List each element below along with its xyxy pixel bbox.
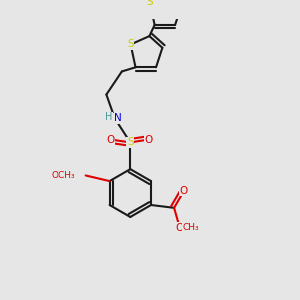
Text: N: N [114,113,122,124]
Text: O: O [145,135,153,145]
Text: O: O [176,223,184,232]
Text: S: S [128,39,134,50]
Text: S: S [146,0,153,7]
Text: OCH₃: OCH₃ [51,171,75,180]
Text: S: S [127,137,134,147]
Text: O: O [106,135,115,145]
Text: CH₃: CH₃ [182,223,199,232]
Text: O: O [180,186,188,196]
Text: H: H [105,112,112,122]
